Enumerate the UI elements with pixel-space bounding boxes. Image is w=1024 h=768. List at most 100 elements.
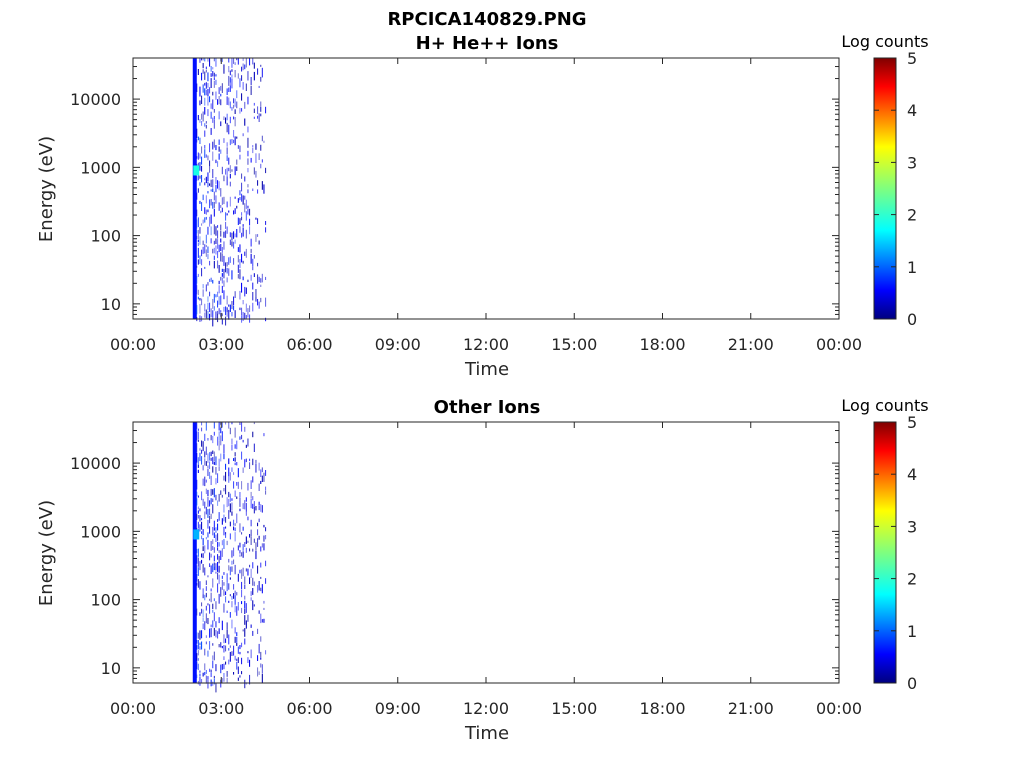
heatmap-cell [218,265,220,273]
heatmap-cell [202,84,204,93]
heatmap-cell [210,78,212,88]
heatmap-cell [215,534,217,542]
heatmap-cell [212,318,214,327]
heatmap-cell [220,587,222,597]
heatmap-cell [220,121,222,127]
heatmap-cell [234,98,236,107]
heatmap-cell [250,597,252,601]
heatmap-cell [215,195,217,204]
heatmap-cell [245,303,247,312]
x-axis-label: Time [464,723,509,744]
heatmap-cell [234,136,236,146]
heatmap-cell [217,313,219,323]
heatmap-cell [220,85,222,91]
heatmap-cell [228,648,230,651]
heatmap-cell [197,239,199,243]
heatmap-cell [236,136,238,139]
heatmap-cell [250,624,252,628]
heatmap-cell [207,497,209,507]
heatmap-cell [201,440,203,447]
heatmap-cell [199,646,201,650]
heatmap-cell [217,99,219,105]
heatmap-cell [223,290,225,300]
heatmap-cell [261,543,263,548]
heatmap-cell [247,150,249,157]
heatmap-cell [212,248,214,254]
y-tick-label: 1000 [80,522,121,541]
heatmap-cell [250,480,252,489]
x-tick-label: 21:00 [728,699,774,718]
heatmap-cell [220,210,222,214]
heatmap-cell [249,548,251,552]
heatmap-cell [197,188,199,193]
heatmap-cell [212,67,214,70]
heatmap-cell [234,310,236,318]
heatmap-cell [218,280,220,285]
heatmap-cell [255,170,257,178]
heatmap-cell [218,493,220,502]
heatmap-cell [205,209,207,215]
heatmap-cell [263,433,265,437]
heatmap-cell [202,284,204,289]
heatmap-cell [205,461,207,466]
heatmap-cell [250,529,252,537]
heatmap-cell [225,591,227,595]
heatmap-cell [199,182,201,186]
heatmap-cell [197,439,199,442]
heatmap-cell [228,422,230,429]
heatmap-cell [242,503,244,510]
heatmap-cell [217,541,219,548]
heatmap-cell [212,450,214,454]
heatmap-cell [221,268,223,272]
heatmap-cell [241,569,243,579]
heatmap-cell [242,195,244,205]
heatmap-cell [197,510,199,514]
heatmap-cell [196,139,198,143]
heatmap-cell [212,539,214,545]
heatmap-cell [226,610,228,613]
heatmap-cell [263,524,265,528]
heatmap-cell [199,581,201,590]
heatmap-cell [239,554,241,557]
heatmap-cell [215,563,217,571]
heatmap-cell [228,157,230,165]
heatmap-cell [250,274,252,281]
heatmap-cell [229,232,231,238]
heatmap-cell [236,90,238,99]
heatmap-cell [205,488,207,494]
heatmap-cell [210,73,212,77]
heatmap-cell [255,296,257,302]
x-axis-label: Time [464,359,509,380]
heatmap-cell [242,63,244,71]
heatmap-cell [239,78,241,88]
heatmap-cell [249,58,251,66]
heatmap-cell [210,669,212,673]
x-tick-label: 21:00 [728,335,774,354]
heatmap-cell [196,549,198,554]
heatmap-cell [223,453,225,460]
heatmap-cell [213,627,215,636]
heatmap-cell [265,106,267,114]
plot-frame [132,57,840,320]
heatmap-cell [252,588,254,595]
heatmap-cell [241,212,243,216]
heatmap-cell [201,156,203,165]
heatmap-cell [205,479,207,483]
heatmap-cell [204,97,206,106]
heatmap-cell [213,451,215,462]
heatmap-cell [201,422,203,426]
heatmap-cell [249,564,251,568]
y-axis-label: Energy (eV) [36,500,57,606]
heatmap-cell [226,96,228,105]
heatmap-cell [215,311,217,320]
heatmap-cell [242,312,244,321]
heatmap-cell [202,111,204,122]
heatmap-cell [231,595,233,600]
heatmap-cell [257,234,259,237]
heatmap-cell [223,255,225,266]
heatmap-cell [231,438,233,445]
heatmap-cell [239,197,241,201]
heatmap-cell [204,458,206,466]
heatmap-cell [260,651,262,657]
heatmap-cell [250,536,252,545]
